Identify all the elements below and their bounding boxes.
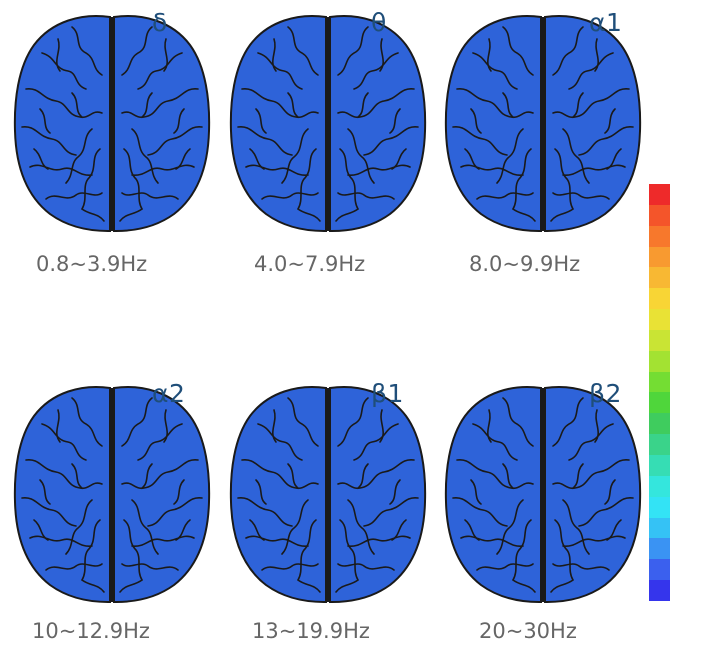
color-scale-segment bbox=[649, 434, 670, 455]
color-scale-segment bbox=[649, 184, 670, 205]
color-scale-segment bbox=[649, 392, 670, 414]
color-scale-segment bbox=[649, 371, 670, 393]
brain-image bbox=[13, 385, 211, 604]
brain-image bbox=[444, 385, 642, 604]
color-scale-segment bbox=[649, 496, 670, 518]
color-scale-segment bbox=[649, 538, 670, 560]
color-scale-segment bbox=[649, 246, 670, 268]
frequency-range-label: 10~12.9Hz bbox=[32, 619, 150, 643]
color-scale-segment bbox=[649, 517, 670, 539]
band-symbol: α2 bbox=[152, 379, 186, 408]
frequency-range-label: 4.0~7.9Hz bbox=[254, 252, 366, 276]
color-scale-segment bbox=[649, 475, 670, 497]
band-symbol: β2 bbox=[589, 379, 622, 408]
color-scale-segment bbox=[649, 350, 670, 372]
color-scale-segment bbox=[649, 329, 670, 351]
band-symbol: δ bbox=[152, 8, 168, 37]
frequency-range-label: 0.8~3.9Hz bbox=[36, 252, 148, 276]
color-scale-segment bbox=[649, 204, 670, 226]
brain-image bbox=[229, 14, 427, 233]
brain-panel-alpha2: α2 10~12.9Hz bbox=[12, 375, 212, 655]
frequency-range-label: 13~19.9Hz bbox=[252, 619, 370, 643]
color-scale-segment bbox=[649, 288, 670, 310]
brain-image bbox=[444, 14, 642, 233]
brain-panel-beta2: β2 20~30Hz bbox=[443, 375, 643, 655]
color-scale-segment bbox=[649, 225, 670, 247]
color-scale-bar bbox=[649, 184, 670, 601]
color-scale-segment bbox=[649, 454, 670, 476]
color-scale-segment bbox=[649, 413, 670, 435]
brain-panel-alpha1: α1 8.0~9.9Hz bbox=[443, 4, 643, 284]
color-scale-segment bbox=[649, 559, 670, 581]
brain-image bbox=[13, 14, 211, 233]
brain-image bbox=[229, 385, 427, 604]
color-scale-segment bbox=[649, 267, 670, 289]
brain-panel-beta1: β1 13~19.9Hz bbox=[228, 375, 428, 655]
frequency-range-label: 8.0~9.9Hz bbox=[469, 252, 581, 276]
brain-panel-theta: θ 4.0~7.9Hz bbox=[228, 4, 428, 284]
band-symbol: α1 bbox=[589, 8, 623, 37]
frequency-range-label: 20~30Hz bbox=[479, 619, 577, 643]
color-scale-segment bbox=[649, 580, 670, 601]
color-scale-segment bbox=[649, 309, 670, 330]
brain-panel-delta: δ 0.8~3.9Hz bbox=[12, 4, 212, 284]
band-symbol: β1 bbox=[371, 379, 404, 408]
band-symbol: θ bbox=[371, 8, 387, 37]
